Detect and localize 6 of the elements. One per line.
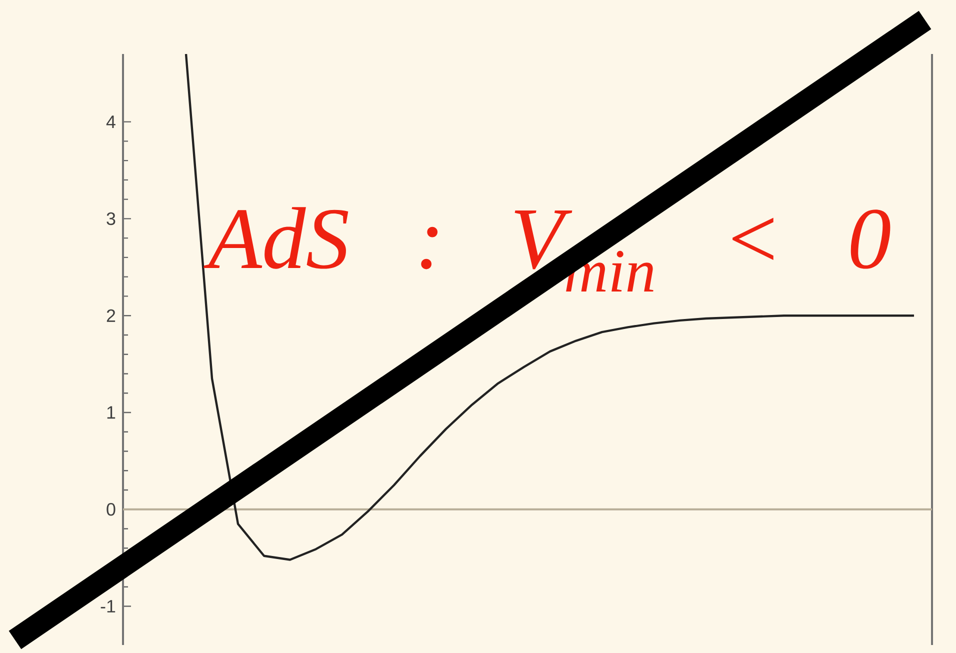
y-tick-label: 1 <box>107 406 116 419</box>
y-tick-label: 4 <box>106 116 116 128</box>
y-tick-label: -1 <box>100 600 116 612</box>
y-tick-label: 3 <box>106 212 116 226</box>
y-tick-label: 0 <box>106 503 116 516</box>
y-tick-label: 2 <box>106 309 116 322</box>
